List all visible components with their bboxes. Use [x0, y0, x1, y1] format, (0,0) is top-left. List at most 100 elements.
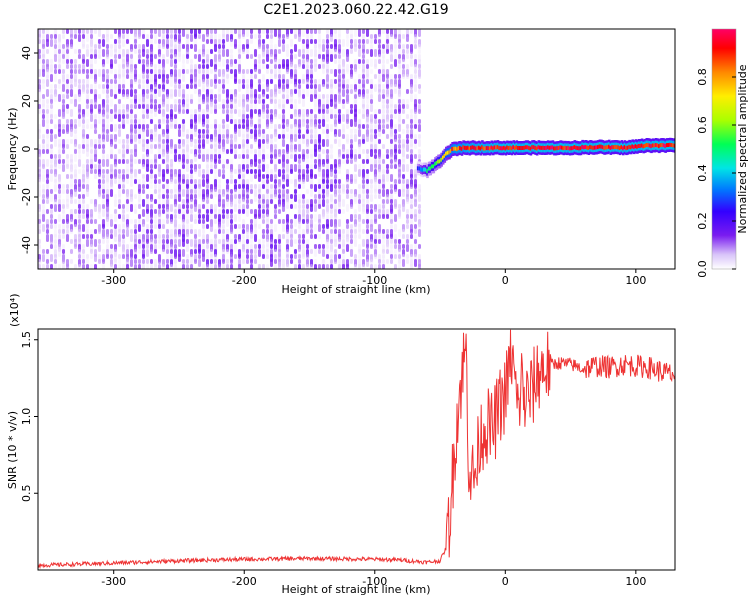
noise-cell-2690 [322, 194, 325, 199]
noise-cell-1332 [178, 194, 181, 202]
track-core-7 [427, 166, 431, 171]
noise-cell-2970 [354, 99, 357, 104]
noise-cell-3439 [402, 224, 405, 232]
noise-cell-1958 [246, 49, 249, 54]
noise-cell-1347 [182, 69, 185, 74]
noise-cell-2609 [314, 124, 317, 129]
spectrogram-x-tick-label-4: 100 [625, 274, 646, 287]
colorbar-tick-label-0: 0.0 [696, 260, 709, 278]
noise-cell-1181 [162, 239, 165, 244]
noise-cell-2100 [258, 244, 261, 249]
track-core-143 [640, 143, 644, 148]
noise-cell-1146 [162, 34, 165, 39]
noise-cell-1643 [210, 224, 213, 232]
noise-cell-3133 [370, 179, 373, 184]
noise-cell-1238 [170, 94, 173, 99]
noise-cell-2519 [306, 49, 309, 54]
noise-cell-1445 [190, 189, 193, 194]
noise-cell-616 [106, 54, 109, 59]
noise-cell-3141 [370, 224, 373, 232]
noise-cell-2879 [342, 189, 345, 194]
noise-cell-2605 [314, 99, 317, 107]
noise-cell-195 [58, 109, 61, 117]
noise-cell-2147 [266, 64, 269, 69]
noise-cell-3535 [414, 119, 417, 124]
noise-cell-2522 [306, 64, 309, 69]
noise-cell-1046 [150, 139, 153, 144]
track-core-135 [628, 144, 631, 149]
noise-cell-1217 [166, 214, 169, 219]
noise-cell-225 [62, 59, 65, 64]
noise-cell-881 [134, 79, 137, 84]
track-core-45 [487, 146, 490, 151]
noise-cell-2395 [290, 219, 293, 224]
noise-cell-3512 [410, 229, 413, 234]
noise-cell-514 [94, 79, 97, 84]
noise-cell-2021 [250, 209, 253, 214]
noise-cell-2107 [262, 54, 265, 59]
noise-cell-3028 [358, 249, 361, 254]
noise-cell-1918 [242, 69, 245, 74]
noise-cell-2937 [350, 109, 353, 114]
noise-cell-174 [54, 219, 57, 224]
noise-cell-2561 [310, 64, 313, 69]
noise-cell-2527 [306, 89, 309, 97]
noise-cell-1401 [186, 164, 189, 172]
noise-cell-2547 [306, 219, 309, 224]
noise-cell-3103 [366, 224, 369, 229]
noise-cell-1355 [182, 119, 185, 124]
noise-cell-413 [82, 139, 85, 144]
noise-cell-2813 [334, 229, 337, 234]
noise-cell-3274 [386, 104, 389, 109]
noise-cell-1661 [214, 94, 217, 99]
noise-cell-1002 [146, 124, 149, 129]
noise-cell-1057 [150, 204, 153, 209]
noise-cell-3280 [386, 149, 389, 154]
noise-cell-3261 [386, 29, 389, 34]
track-core-109 [587, 146, 591, 150]
noise-cell-678 [110, 234, 113, 239]
noise-cell-1927 [242, 119, 245, 124]
noise-cell-3196 [378, 94, 381, 102]
noise-cell-307 [70, 129, 73, 137]
noise-cell-2751 [330, 84, 333, 89]
noise-cell-2001 [250, 84, 253, 89]
noise-cell-1921 [242, 84, 245, 89]
noise-cell-409 [82, 119, 85, 124]
noise-cell-3187 [378, 44, 381, 49]
noise-cell-406 [82, 89, 85, 94]
noise-cell-3537 [414, 134, 417, 139]
noise-cell-2008 [250, 119, 253, 127]
noise-cell-457 [86, 174, 89, 179]
noise-cell-889 [134, 129, 137, 134]
noise-cell-2438 [298, 34, 301, 42]
noise-cell-3139 [370, 214, 373, 219]
noise-cell-2773 [330, 239, 333, 244]
noise-cell-3464 [406, 164, 409, 172]
noise-cell-754 [118, 239, 121, 247]
noise-cell-1961 [246, 79, 249, 84]
noise-cell-1836 [230, 229, 233, 234]
noise-cell-293 [70, 34, 73, 39]
noise-cell-2293 [278, 264, 281, 269]
noise-cell-1641 [210, 214, 213, 219]
noise-cell-2132 [262, 209, 265, 214]
noise-cell-2582 [310, 184, 313, 189]
noise-cell-245 [62, 204, 65, 209]
noise-cell-627 [106, 114, 109, 119]
noise-cell-3416 [402, 49, 405, 54]
noise-cell-1452 [190, 229, 193, 234]
noise-cell-2758 [330, 144, 333, 149]
track-core-101 [575, 145, 578, 150]
noise-cell-2556 [310, 29, 313, 34]
noise-cell-882 [134, 89, 137, 94]
noise-cell-1256 [170, 219, 173, 224]
noise-cell-561 [98, 194, 101, 199]
noise-cell-1751 [222, 189, 225, 197]
noise-cell-1746 [222, 149, 225, 154]
noise-cell-896 [134, 174, 137, 179]
noise-cell-3146 [370, 259, 373, 264]
colorbar-tick-label-3: 0.6 [696, 116, 709, 134]
noise-cell-230 [62, 94, 65, 99]
noise-cell-1935 [242, 159, 245, 164]
